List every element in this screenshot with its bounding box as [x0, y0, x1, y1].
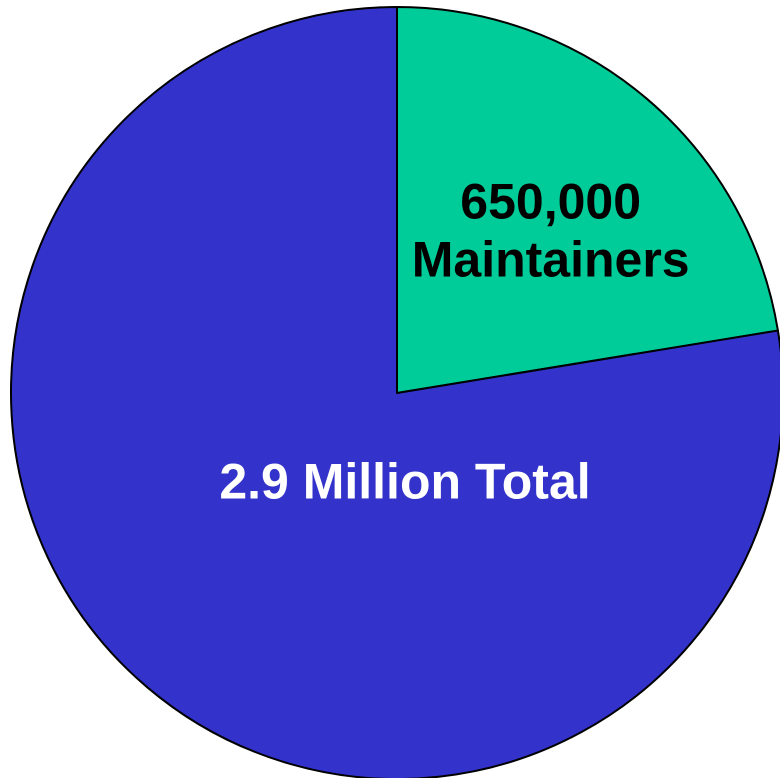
slice-label-line: 650,000 — [460, 174, 641, 230]
slice-label-other: 2.9 Million Total — [219, 454, 590, 510]
pie-slice-other — [10, 6, 780, 778]
pie-labels: 650,000 Maintainers 2.9 Million Total — [219, 174, 689, 510]
pie-slices — [10, 6, 780, 778]
slice-label-line: 2.9 Million Total — [219, 454, 590, 510]
pie-slice-maintainers — [396, 6, 779, 394]
slice-label-maintainers: 650,000 Maintainers — [412, 174, 690, 288]
slice-label-line: Maintainers — [412, 232, 690, 288]
